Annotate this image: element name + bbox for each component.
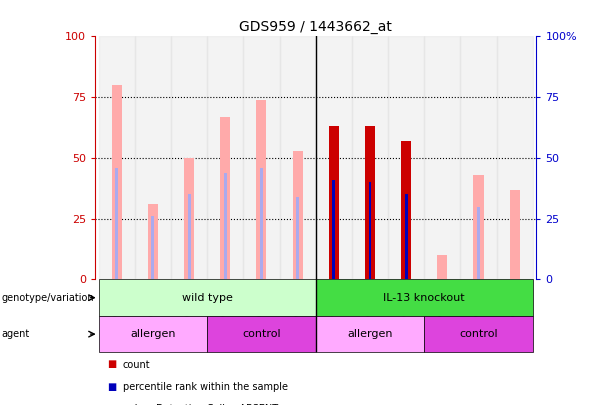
Text: ■: ■ <box>107 404 116 405</box>
Text: count: count <box>123 360 150 369</box>
Bar <box>332 180 335 279</box>
Bar <box>184 158 194 279</box>
Bar <box>477 207 480 279</box>
Text: percentile rank within the sample: percentile rank within the sample <box>123 382 287 392</box>
Bar <box>497 36 533 279</box>
Bar <box>292 151 303 279</box>
Bar <box>460 36 497 279</box>
Bar <box>365 126 375 279</box>
Bar <box>401 141 411 279</box>
Text: IL-13 knockout: IL-13 knockout <box>383 293 465 303</box>
Bar <box>224 173 227 279</box>
Bar <box>316 279 533 316</box>
Bar <box>352 36 388 279</box>
Bar <box>256 100 267 279</box>
Bar <box>260 168 263 279</box>
Bar <box>115 168 118 279</box>
Text: value, Detection Call = ABSENT: value, Detection Call = ABSENT <box>123 404 278 405</box>
Bar <box>99 316 207 352</box>
Bar <box>220 117 230 279</box>
Bar <box>296 197 299 279</box>
Text: control: control <box>459 329 498 339</box>
Text: allergen: allergen <box>347 329 393 339</box>
Bar <box>405 194 408 279</box>
Bar <box>151 216 154 279</box>
Bar <box>99 36 135 279</box>
Bar <box>424 36 460 279</box>
Text: agent: agent <box>1 329 29 339</box>
Bar <box>188 194 191 279</box>
Text: wild type: wild type <box>181 293 232 303</box>
Bar <box>148 204 158 279</box>
Bar <box>368 182 371 279</box>
Bar <box>207 316 316 352</box>
Bar <box>280 36 316 279</box>
Bar <box>316 316 424 352</box>
Bar <box>99 279 316 316</box>
Bar <box>388 36 424 279</box>
Bar <box>316 36 352 279</box>
Bar <box>473 175 484 279</box>
Bar <box>135 36 171 279</box>
Text: control: control <box>242 329 281 339</box>
Text: ■: ■ <box>107 360 116 369</box>
Text: allergen: allergen <box>130 329 176 339</box>
Bar <box>112 85 122 279</box>
Bar <box>207 36 243 279</box>
Bar <box>243 36 280 279</box>
Bar <box>437 255 447 279</box>
Bar <box>509 190 520 279</box>
Title: GDS959 / 1443662_at: GDS959 / 1443662_at <box>239 20 392 34</box>
Text: genotype/variation: genotype/variation <box>1 293 94 303</box>
Bar <box>329 126 339 279</box>
Bar <box>171 36 207 279</box>
Text: ■: ■ <box>107 382 116 392</box>
Bar <box>424 316 533 352</box>
